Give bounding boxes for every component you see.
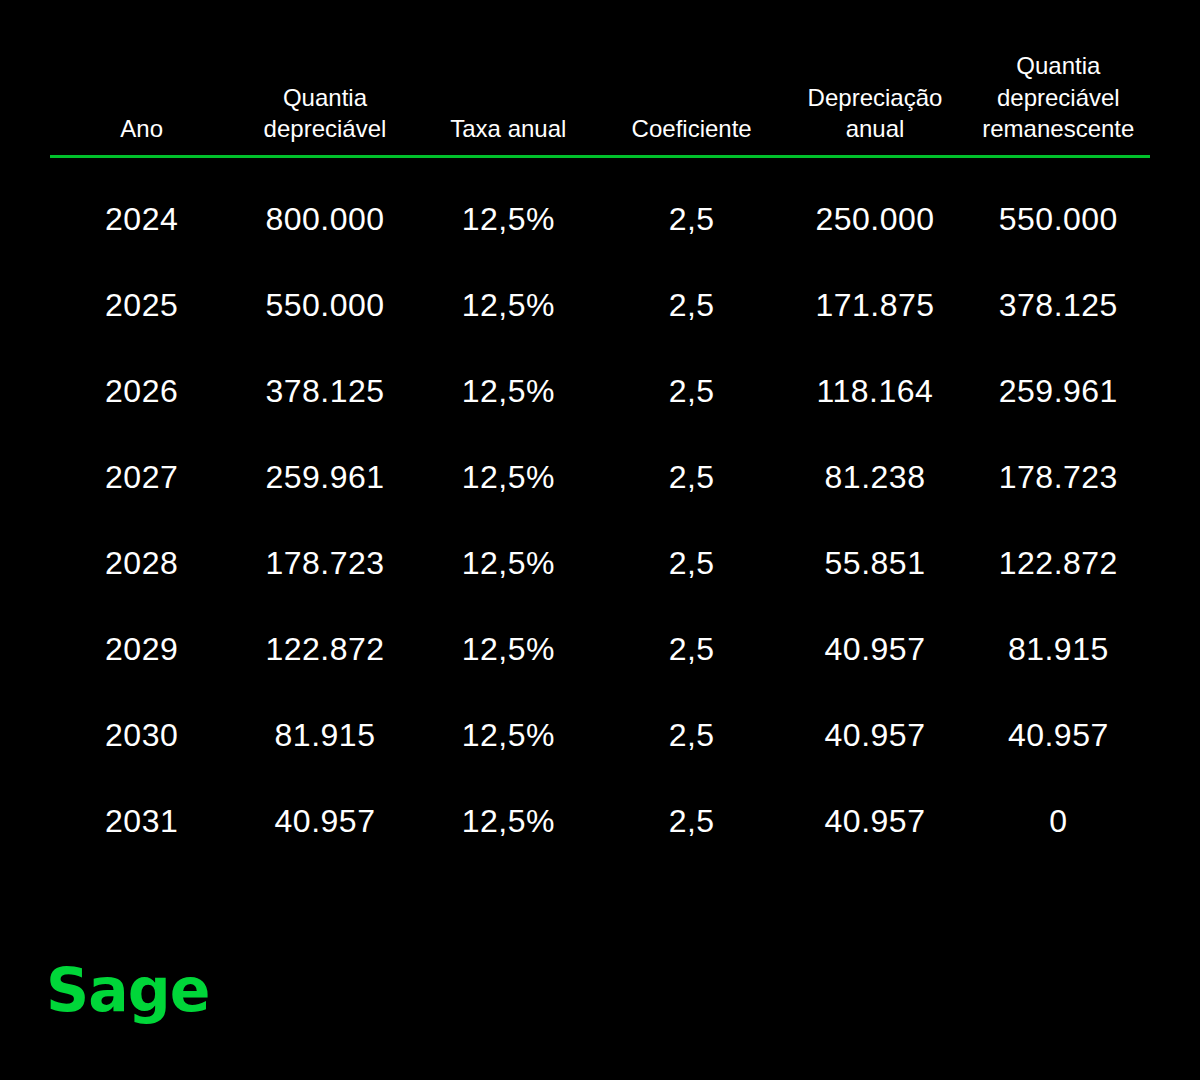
table-cell: 2,5 [600, 717, 783, 754]
table-cell: 40.957 [233, 803, 416, 840]
column-header: Taxa anual [417, 113, 600, 145]
table-cell: 40.957 [967, 717, 1150, 754]
sage-logo: Sage [46, 955, 209, 1025]
table-cell: 12,5% [417, 201, 600, 238]
table-cell: 0 [967, 803, 1150, 840]
table-cell: 12,5% [417, 545, 600, 582]
table-header-row: AnoQuantia depreciávelTaxa anualCoeficie… [50, 0, 1150, 158]
table-cell: 2,5 [600, 459, 783, 496]
table-cell: 2,5 [600, 631, 783, 668]
table-cell: 2028 [50, 545, 233, 582]
table-cell: 2,5 [600, 545, 783, 582]
table-cell: 550.000 [233, 287, 416, 324]
table-cell: 40.957 [783, 717, 966, 754]
table-cell: 2,5 [600, 287, 783, 324]
table-cell: 2025 [50, 287, 233, 324]
table-cell: 122.872 [233, 631, 416, 668]
table-row: 2026378.12512,5%2,5118.164259.961 [50, 348, 1150, 434]
table-row: 203081.91512,5%2,540.95740.957 [50, 692, 1150, 778]
table-cell: 40.957 [783, 803, 966, 840]
table-cell: 178.723 [967, 459, 1150, 496]
table-row: 203140.95712,5%2,540.9570 [50, 778, 1150, 864]
column-header: Ano [50, 113, 233, 145]
table-cell: 378.125 [967, 287, 1150, 324]
table-cell: 2,5 [600, 201, 783, 238]
table-cell: 171.875 [783, 287, 966, 324]
table-cell: 12,5% [417, 803, 600, 840]
table-cell: 118.164 [783, 373, 966, 410]
table-cell: 378.125 [233, 373, 416, 410]
table-cell: 40.957 [783, 631, 966, 668]
table-cell: 12,5% [417, 717, 600, 754]
table-cell: 259.961 [233, 459, 416, 496]
table-cell: 55.851 [783, 545, 966, 582]
table-row: 2025550.00012,5%2,5171.875378.125 [50, 262, 1150, 348]
depreciation-table: AnoQuantia depreciávelTaxa anualCoeficie… [50, 0, 1150, 864]
table-row: 2024800.00012,5%2,5250.000550.000 [50, 176, 1150, 262]
table-cell: 178.723 [233, 545, 416, 582]
table-cell: 2030 [50, 717, 233, 754]
table-cell: 2024 [50, 201, 233, 238]
table-cell: 2,5 [600, 373, 783, 410]
column-header: Depreciação anual [783, 82, 966, 145]
table-cell: 81.238 [783, 459, 966, 496]
table-body: 2024800.00012,5%2,5250.000550.0002025550… [50, 158, 1150, 864]
table-cell: 2027 [50, 459, 233, 496]
table-cell: 2026 [50, 373, 233, 410]
table-cell: 2031 [50, 803, 233, 840]
column-header: Coeficiente [600, 113, 783, 145]
table-row: 2027259.96112,5%2,581.238178.723 [50, 434, 1150, 520]
table-cell: 81.915 [233, 717, 416, 754]
table-cell: 2,5 [600, 803, 783, 840]
table-cell: 550.000 [967, 201, 1150, 238]
table-cell: 12,5% [417, 373, 600, 410]
table-row: 2028178.72312,5%2,555.851122.872 [50, 520, 1150, 606]
table-cell: 81.915 [967, 631, 1150, 668]
table-row: 2029122.87212,5%2,540.95781.915 [50, 606, 1150, 692]
table-cell: 259.961 [967, 373, 1150, 410]
table-cell: 250.000 [783, 201, 966, 238]
page-background: AnoQuantia depreciávelTaxa anualCoeficie… [0, 0, 1200, 1080]
table-cell: 12,5% [417, 631, 600, 668]
table-cell: 800.000 [233, 201, 416, 238]
table-cell: 12,5% [417, 459, 600, 496]
table-cell: 12,5% [417, 287, 600, 324]
table-cell: 2029 [50, 631, 233, 668]
table-cell: 122.872 [967, 545, 1150, 582]
column-header: Quantia depreciável remanescente [967, 50, 1150, 145]
column-header: Quantia depreciável [233, 82, 416, 145]
